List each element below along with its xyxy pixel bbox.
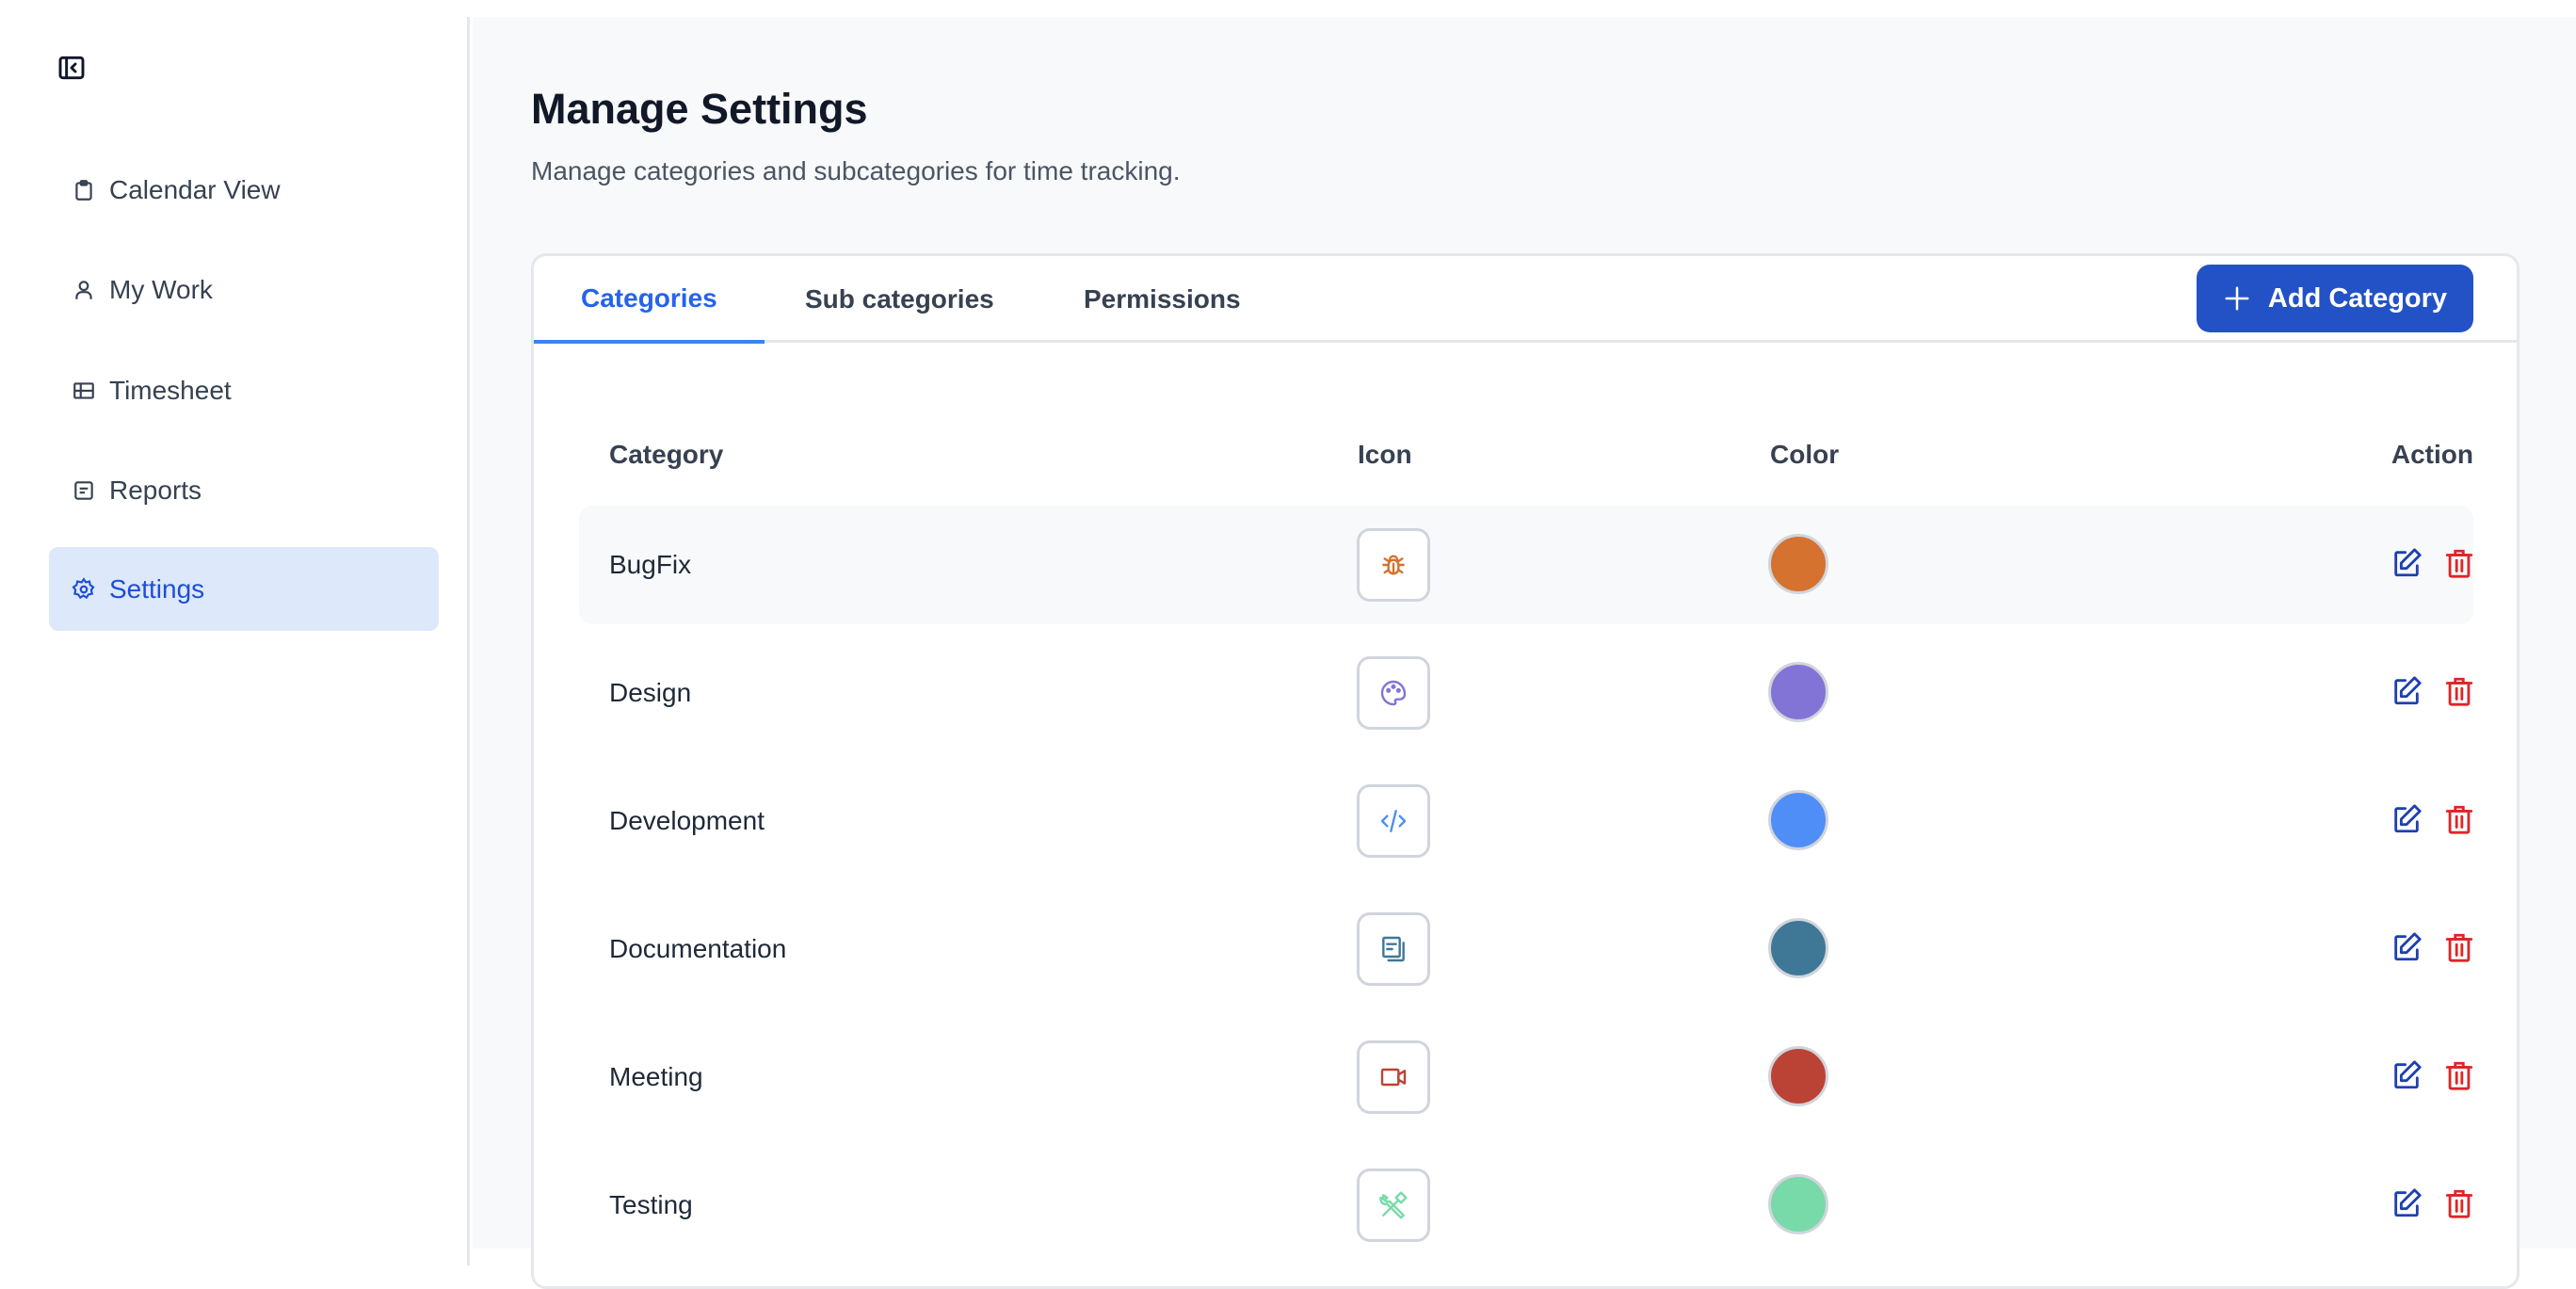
clipboard-icon [72, 178, 96, 202]
tab-bar: Categories Sub categories Permissions Ad… [534, 256, 2517, 343]
tools-icon [1378, 1190, 1409, 1220]
code-icon [1378, 806, 1409, 836]
documents-icon [1378, 934, 1409, 964]
trash-icon[interactable] [2443, 675, 2475, 707]
add-category-label: Add Category [2268, 283, 2447, 314]
header-action: Action [2391, 440, 2473, 470]
category-color-swatch [1768, 1046, 1828, 1106]
category-color-swatch [1768, 1174, 1828, 1234]
edit-icon[interactable] [2391, 931, 2423, 963]
sidebar-item-label: Reports [109, 475, 201, 506]
sidebar-item-reports[interactable]: Reports [49, 448, 439, 532]
sidebar-item-settings[interactable]: Settings [49, 547, 439, 631]
edit-icon[interactable] [2391, 547, 2423, 579]
category-icon-box [1357, 784, 1430, 858]
header-color: Color [1770, 440, 1839, 470]
trash-icon[interactable] [2443, 931, 2475, 963]
category-name: Meeting [609, 1018, 703, 1136]
table-icon [72, 379, 96, 403]
tab-categories[interactable]: Categories [534, 256, 765, 344]
category-icon-box [1357, 912, 1430, 986]
table-row: Documentation [579, 890, 2473, 1008]
main-content: Manage Settings Manage categories and su… [473, 17, 2576, 1249]
category-icon-box [1357, 656, 1430, 730]
edit-icon[interactable] [2391, 675, 2423, 707]
trash-icon[interactable] [2443, 803, 2475, 835]
sidebar-item-calendar-view[interactable]: Calendar View [49, 148, 439, 232]
palette-icon [1378, 678, 1409, 708]
category-color-swatch [1768, 918, 1828, 978]
category-icon-box [1357, 528, 1430, 602]
sidebar: Calendar View My Work Timesheet Reports … [0, 17, 470, 1265]
table-row: Meeting [579, 1018, 2473, 1136]
table-row: BugFix [579, 506, 2473, 624]
panel-left-collapse-icon[interactable] [56, 53, 87, 83]
category-name: Testing [609, 1146, 693, 1265]
sidebar-item-my-work[interactable]: My Work [49, 248, 439, 331]
tab-sub-categories[interactable]: Sub categories [758, 256, 1041, 343]
sidebar-item-label: Settings [109, 574, 204, 604]
user-icon [72, 278, 96, 302]
category-name: Design [609, 634, 691, 752]
gear-icon [72, 577, 96, 602]
header-icon: Icon [1358, 440, 1412, 470]
page-subtitle: Manage categories and subcategories for … [531, 156, 1181, 186]
header-category: Category [609, 440, 723, 470]
tab-permissions[interactable]: Permissions [1037, 256, 1288, 343]
document-icon [72, 478, 96, 503]
category-name: Documentation [609, 890, 786, 1008]
add-category-button[interactable]: Add Category [2197, 265, 2473, 332]
trash-icon[interactable] [2443, 547, 2475, 579]
category-color-swatch [1768, 790, 1828, 850]
sidebar-item-timesheet[interactable]: Timesheet [49, 348, 439, 432]
category-color-swatch [1768, 662, 1828, 722]
edit-icon[interactable] [2391, 803, 2423, 835]
video-icon [1378, 1062, 1409, 1092]
category-color-swatch [1768, 534, 1828, 594]
sidebar-item-label: Timesheet [109, 376, 232, 406]
edit-icon[interactable] [2391, 1059, 2423, 1091]
category-icon-box [1357, 1040, 1430, 1114]
category-name: BugFix [609, 506, 691, 624]
sidebar-item-label: My Work [109, 275, 213, 305]
edit-icon[interactable] [2391, 1187, 2423, 1219]
page-title: Manage Settings [531, 85, 868, 134]
category-name: Development [609, 762, 765, 880]
settings-card: Categories Sub categories Permissions Ad… [531, 253, 2520, 1289]
table-row: Testing [579, 1146, 2473, 1265]
table-row: Development [579, 762, 2473, 880]
sidebar-item-label: Calendar View [109, 175, 281, 205]
trash-icon[interactable] [2443, 1187, 2475, 1219]
trash-icon[interactable] [2443, 1059, 2475, 1091]
category-icon-box [1357, 1168, 1430, 1242]
bug-icon [1378, 550, 1409, 580]
plus-icon [2223, 284, 2251, 313]
table-row: Design [579, 634, 2473, 752]
